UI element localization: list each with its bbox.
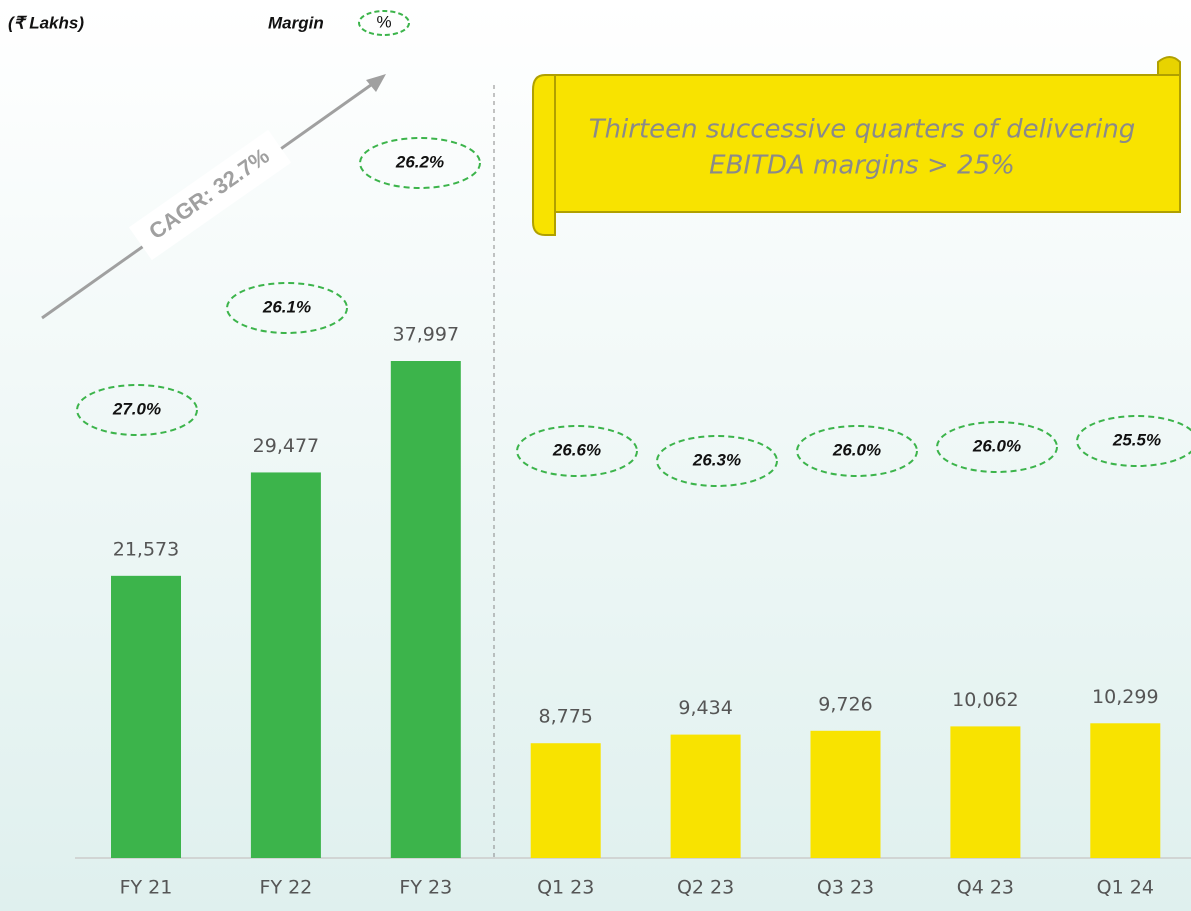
margin-frame [936, 421, 1058, 473]
margin-label: 26.3% [692, 450, 741, 469]
callout-curl-right [1157, 56, 1181, 76]
x-tick-label: Q1 23 [537, 877, 594, 899]
value-label: 10,299 [1092, 686, 1158, 708]
margin-label: 26.0% [972, 436, 1021, 455]
value-label: 9,726 [818, 693, 872, 715]
x-tick-label: Q4 23 [957, 877, 1014, 899]
margin-label: 25.5% [1112, 430, 1161, 449]
unit-label: (₹ Lakhs) [8, 13, 84, 32]
legend-symbol-frame [358, 10, 410, 36]
margin-label: 26.0% [832, 440, 881, 459]
x-tick-label: FY 21 [120, 877, 173, 899]
legend-symbol: % [376, 12, 391, 31]
legend-label: Margin [268, 13, 324, 32]
bar [950, 726, 1021, 858]
margin-frame [359, 137, 481, 189]
bar [1090, 723, 1161, 858]
bar [390, 361, 461, 858]
callout-text: EBITDA margins > 25% [709, 151, 1015, 181]
value-label: 10,062 [952, 689, 1018, 711]
bar [530, 743, 601, 858]
cagr-box [128, 129, 292, 261]
bar [250, 472, 321, 858]
margin-frame [796, 425, 918, 477]
margin-label: 26.2% [395, 152, 444, 171]
x-tick-label: Q3 23 [817, 877, 874, 899]
margin-label: 26.6% [552, 440, 601, 459]
callout-text: Thirteen successive quarters of deliveri… [589, 115, 1136, 145]
x-tick-label: FY 22 [260, 877, 313, 899]
bar [810, 730, 881, 858]
callout: Thirteen successive quarters of deliveri… [532, 56, 1181, 236]
margin-frame [76, 384, 198, 436]
margin-label: 26.1% [262, 297, 311, 316]
value-label: 21,573 [113, 538, 179, 560]
cagr-arrowhead [366, 74, 386, 92]
margin-label: 27.0% [112, 399, 161, 418]
bar [111, 575, 181, 858]
margin-frame [656, 435, 778, 487]
value-label: 29,477 [253, 435, 319, 457]
margin-frame [516, 425, 638, 477]
margin-frame [226, 282, 348, 334]
value-label: 9,434 [678, 697, 732, 719]
bar [670, 734, 741, 858]
value-label: 37,997 [393, 324, 459, 346]
x-tick-label: FY 23 [399, 877, 452, 899]
x-tick-label: Q2 23 [677, 877, 734, 899]
x-tick-label: Q1 24 [1097, 877, 1154, 899]
callout-curl-left [532, 74, 556, 236]
value-label: 8,775 [538, 706, 592, 728]
